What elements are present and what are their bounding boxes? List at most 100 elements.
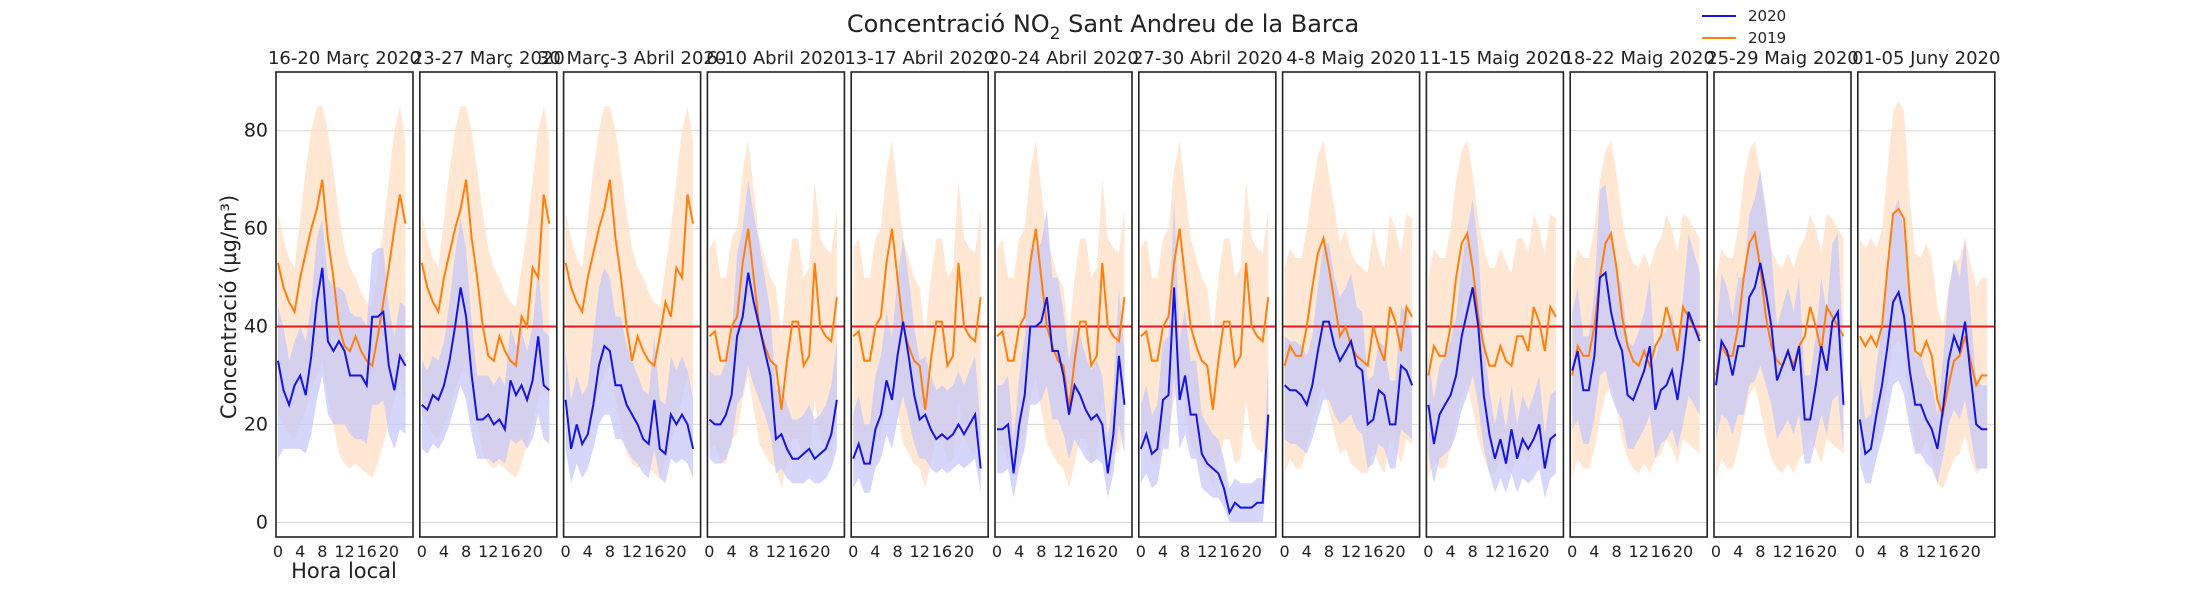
panel-9: 11-15 Maig 2020 0 4 8 12 16 20 [1419, 48, 1572, 561]
x-tick-label: 0 [273, 542, 283, 561]
line-2019 [1283, 234, 1413, 368]
line-2019 [420, 179, 551, 368]
line-2019 [1427, 230, 1557, 376]
x-tick-label: 8 [317, 542, 327, 561]
chart-title: Concentració NO2 Sant Andreu de la Barca [847, 10, 1359, 44]
x-tick-label: 8 [749, 542, 759, 561]
line-2020 [852, 321, 982, 469]
panel-title: 18-22 Maig 2020 [1562, 48, 1715, 69]
x-tick-label: 12 [1341, 542, 1361, 561]
x-tick-label: 20 [1241, 542, 1261, 561]
panel-plot-area [1714, 130, 1851, 523]
x-tick-label: 4 [1158, 542, 1168, 561]
line-2020 [997, 296, 1126, 474]
x-tick-label: 20 [1817, 542, 1837, 561]
x-tick-label: 12 [1916, 542, 1936, 561]
x-tick-label: 16 [1651, 542, 1671, 561]
x-tick-label: 12 [478, 542, 498, 561]
x-tick-label: 16 [1219, 542, 1239, 561]
line-2020 [1283, 320, 1414, 427]
line-2020 [277, 267, 407, 408]
band-2020 [565, 267, 694, 484]
x-tick-label: 12 [1053, 542, 1073, 561]
band-2020 [709, 179, 837, 484]
line-2020 [1427, 287, 1557, 469]
line-2019 [852, 228, 982, 410]
x-tick-label: 0 [1855, 542, 1865, 561]
x-tick-label: 12 [1485, 542, 1505, 561]
x-tick-label: 8 [605, 542, 615, 561]
panel-frame [562, 71, 702, 538]
panel-frame [1713, 71, 1852, 538]
line-2019 [1140, 228, 1270, 410]
x-tick-label: 0 [1136, 542, 1146, 561]
panel-12: 01-05 Juny 2020 0 4 8 12 16 20 [1852, 48, 2000, 561]
panel-title: 23-27 Març 2020 [412, 48, 565, 69]
panel-title: 30 Març-3 Abril 2020 [538, 48, 726, 69]
panel-title: 4-8 Maig 2020 [1286, 48, 1416, 69]
x-tick-label: 8 [1899, 542, 1909, 561]
panel-plot-area [563, 106, 701, 523]
x-tick-label: 8 [1180, 542, 1190, 561]
x-tick-label: 4 [583, 542, 593, 561]
panel-plot-area [276, 106, 413, 523]
panel-frame [706, 71, 846, 538]
line-2020 [708, 272, 838, 461]
panel-title: 27-30 Abril 2020 [1132, 48, 1283, 69]
chart-title-suffix: Sant Andreu de la Barca [1060, 10, 1359, 38]
line-2020 [1139, 287, 1270, 516]
x-tick-label: 16 [644, 542, 664, 561]
x-tick-label: 12 [1629, 542, 1649, 561]
panel-8: 4-8 Maig 2020 0 4 8 12 16 20 [1280, 48, 1421, 561]
y-tick-label: 60 [244, 218, 268, 240]
x-tick-label: 0 [1567, 542, 1577, 561]
x-tick-label: 20 [379, 542, 399, 561]
x-tick-label: 4 [1445, 542, 1455, 561]
x-tick-label: 8 [1324, 542, 1334, 561]
line-2019 [564, 179, 695, 368]
x-tick-label: 20 [1529, 542, 1549, 561]
x-tick-label: 4 [1302, 542, 1312, 561]
panel-plot-area [1857, 101, 1995, 523]
x-tick-label: 8 [461, 542, 471, 561]
panel-title: 25-29 Maig 2020 [1706, 48, 1859, 69]
x-tick-label: 16 [500, 542, 520, 561]
band-2019 [709, 140, 837, 489]
x-tick-label: 12 [910, 542, 930, 561]
x-tick-label: 12 [766, 542, 786, 561]
x-tick-label: 0 [1423, 542, 1433, 561]
band-2020 [1859, 199, 1988, 484]
x-tick-label: 4 [726, 542, 736, 561]
panel-plot-area [1426, 130, 1564, 523]
x-tick-label: 20 [810, 542, 830, 561]
panel-frame [1281, 71, 1421, 538]
panel-frame [275, 71, 414, 538]
panel-title: 01-05 Juny 2020 [1852, 48, 2000, 69]
panel-frame [994, 71, 1133, 538]
x-tick-label: 12 [622, 542, 642, 561]
panel-plot-area [1138, 130, 1276, 523]
panel-frame [1569, 71, 1708, 538]
line-2020 [1858, 289, 1988, 456]
y-tick-label: 80 [244, 120, 268, 142]
panel-10: 18-22 Maig 2020 0 4 8 12 16 20 [1562, 48, 1715, 561]
x-tick-label: 12 [1197, 542, 1217, 561]
x-tick-label: 8 [1468, 542, 1478, 561]
x-tick-label: 4 [1733, 542, 1743, 561]
x-tick-label: 0 [561, 542, 571, 561]
x-tick-label: 0 [992, 542, 1002, 561]
panel-frame [850, 71, 990, 538]
line-2020 [1715, 262, 1845, 421]
panel-5: 13-17 Abril 2020 0 4 8 12 16 20 [844, 48, 995, 561]
y-tick-label: 0 [256, 511, 268, 533]
y-axis-label: Concentració (µg/m³) [217, 195, 241, 419]
x-tick-label: 16 [1363, 542, 1383, 561]
x-tick-label: 20 [522, 542, 542, 561]
line-2020 [564, 344, 695, 456]
x-tick-label: 0 [1280, 542, 1290, 561]
panel-6: 20-24 Abril 2020 0 4 8 12 16 20 [988, 48, 1139, 561]
